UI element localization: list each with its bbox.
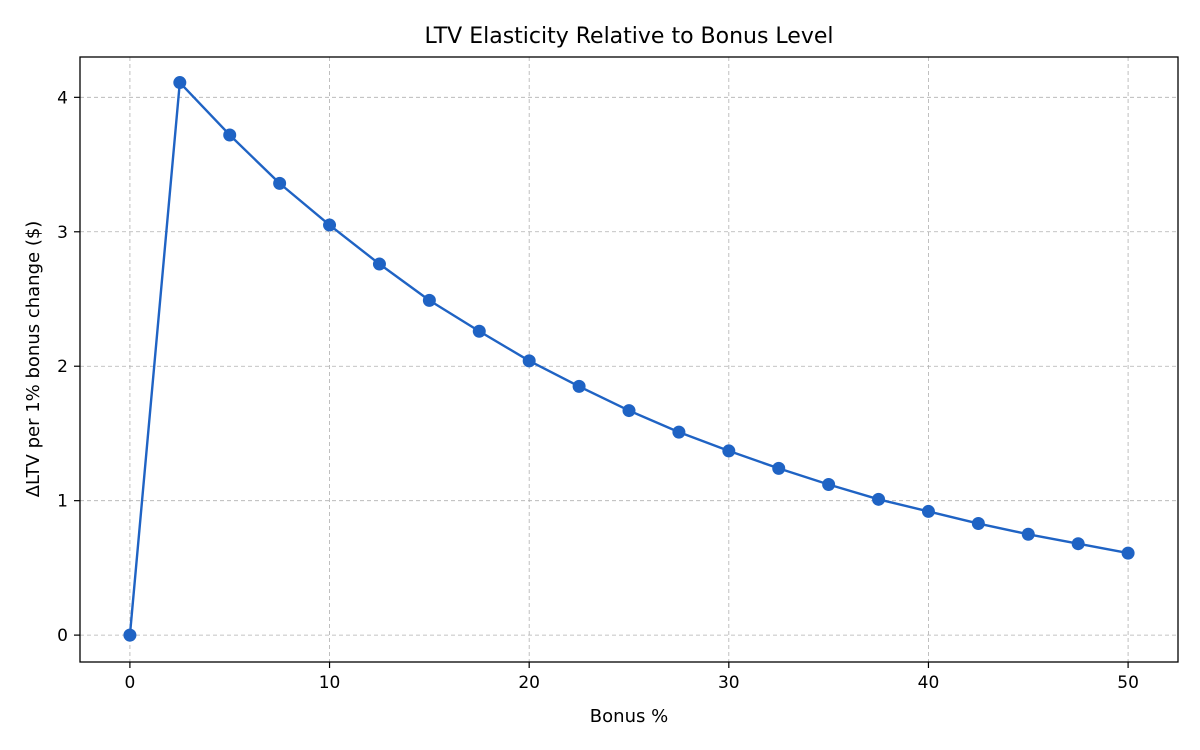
data-point: [273, 176, 287, 190]
y-tick-label: 2: [57, 357, 68, 377]
data-point: [622, 404, 636, 418]
data-point: [722, 444, 736, 458]
x-axis-label: Bonus %: [590, 706, 668, 727]
series-line: [128, 81, 1129, 636]
data-point: [572, 379, 586, 393]
y-tick-label: 0: [57, 626, 68, 646]
x-tick-label: 40: [918, 673, 940, 693]
data-point: [1121, 546, 1135, 560]
plot-frame: [79, 56, 1179, 663]
x-tick-label: 30: [718, 673, 740, 693]
data-point: [872, 492, 886, 506]
grid-lines: [80, 57, 1178, 662]
data-point: [971, 517, 985, 531]
x-tick-label: 10: [319, 673, 341, 693]
y-tick-label: 4: [57, 88, 68, 108]
y-axis-label: ΔLTV per 1% bonus change ($): [23, 221, 44, 498]
data-point: [1071, 537, 1085, 551]
x-tick-label: 20: [518, 673, 540, 693]
data-point: [921, 504, 935, 518]
axis-ticks: 0 10 20 30 40 50 0 1 2 3 4: [57, 88, 1139, 693]
x-tick-label: 0: [124, 673, 135, 693]
x-tick-label: 50: [1117, 673, 1139, 693]
data-point: [223, 128, 237, 142]
data-point: [522, 354, 536, 368]
data-point: [772, 461, 786, 475]
y-tick-label: 3: [57, 223, 68, 243]
data-point: [672, 425, 686, 439]
data-point: [1021, 527, 1035, 541]
data-point: [372, 257, 386, 271]
data-point: [173, 76, 187, 90]
chart-title: LTV Elasticity Relative to Bonus Level: [424, 24, 833, 49]
y-tick-label: 1: [57, 492, 68, 512]
data-point: [323, 218, 337, 232]
series-layer: [123, 76, 1135, 642]
data-point: [422, 293, 436, 307]
data-point: [822, 478, 836, 492]
data-point: [472, 324, 486, 338]
data-point: [123, 628, 137, 642]
